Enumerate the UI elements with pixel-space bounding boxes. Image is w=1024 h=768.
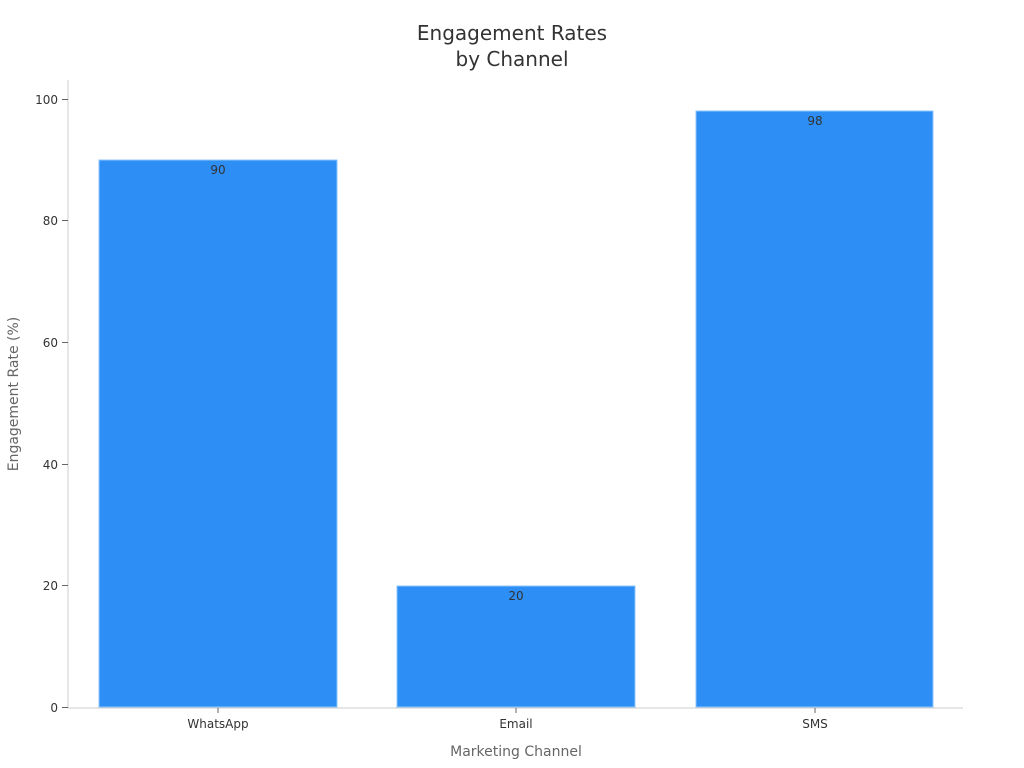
x-tick-label: Email (499, 717, 532, 731)
y-tick-label: 20 (43, 579, 58, 593)
x-ticks: WhatsApp Email SMS (187, 708, 828, 731)
y-tick-label: 40 (43, 458, 58, 472)
y-tick-label: 80 (43, 214, 58, 228)
x-tick-label: SMS (802, 717, 828, 731)
y-axis-title: Engagement Rate (%) (6, 317, 22, 472)
x-axis-title: Marketing Channel (450, 744, 582, 760)
bar-sms (695, 110, 934, 708)
bar-whatsapp (98, 159, 338, 708)
bar-value-label: 20 (508, 589, 523, 603)
y-ticks: 0 20 40 60 80 100 (35, 93, 68, 715)
x-tick-label: WhatsApp (187, 717, 248, 731)
bar-value-label: 90 (210, 163, 225, 177)
bar-email (396, 585, 636, 708)
chart-title-line-2: by Channel (455, 47, 569, 71)
y-tick-label: 60 (43, 336, 58, 350)
y-tick-label: 0 (50, 701, 58, 715)
bar-value-label: 98 (807, 114, 822, 128)
chart-title-line-1: Engagement Rates (416, 21, 608, 45)
y-tick-label: 100 (35, 93, 58, 107)
